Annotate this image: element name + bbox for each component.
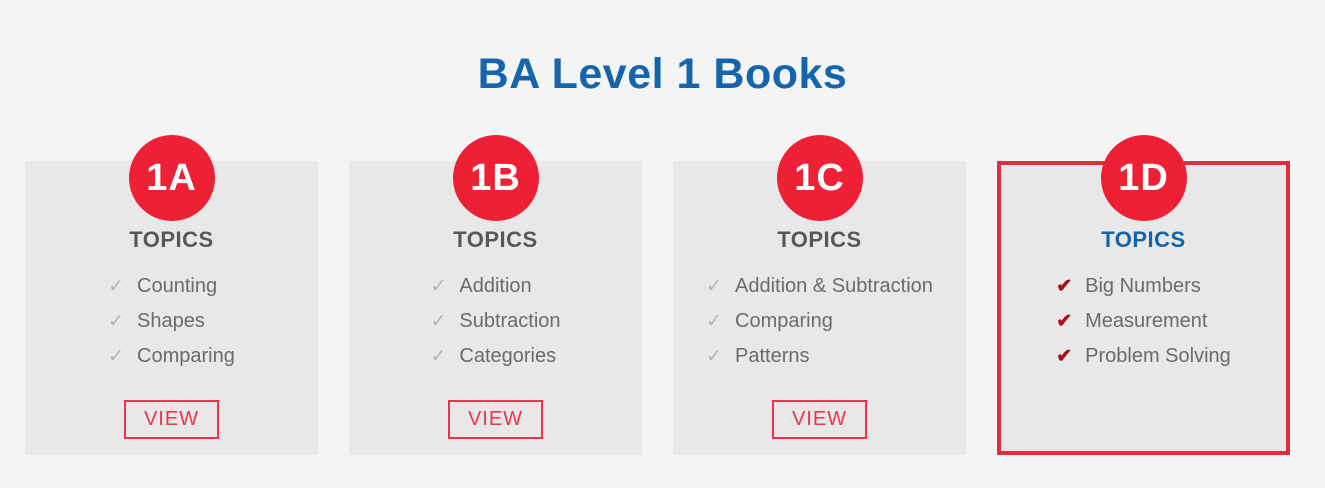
page-title: BA Level 1 Books (477, 50, 848, 98)
check-icon: ✓ (108, 311, 125, 332)
check-icon: ✓ (430, 311, 447, 332)
topic-label: Counting (137, 275, 218, 297)
topics-heading: TOPICS (777, 227, 862, 252)
book-card-1a: 1A TOPICS ✓ Counting ✓ Shapes ✓ Comparing V… (25, 135, 318, 455)
topic-item: ✓ Addition & Subtraction (706, 269, 933, 304)
topic-item: ✔ Big Numbers (1056, 269, 1231, 304)
topic-item: ✓ Addition (430, 269, 560, 304)
topic-item: ✓ Subtraction (430, 304, 560, 339)
view-button[interactable]: VIEW (771, 400, 868, 439)
check-icon: ✓ (108, 276, 125, 297)
check-icon: ✓ (430, 276, 447, 297)
topic-item: ✓ Categories (430, 339, 560, 374)
check-icon: ✓ (430, 346, 447, 367)
topic-list: ✔ Big Numbers ✔ Measurement ✔ Problem Solvi… (1056, 269, 1231, 374)
topic-list: ✓ Addition ✓ Subtraction ✓ Categories (430, 269, 560, 374)
level-badge: 1A (128, 135, 215, 221)
check-icon: ✓ (706, 276, 722, 297)
book-card-1d: 1D TOPICS ✔ Big Numbers ✔ Measurement ✔ Pro… (997, 135, 1290, 455)
check-icon: ✓ (706, 346, 722, 367)
topic-label: Big Numbers (1085, 275, 1201, 297)
topic-item: ✔ Measurement (1056, 304, 1231, 339)
level-badge: 1B (452, 135, 539, 221)
check-icon: ✔ (1056, 276, 1073, 297)
check-icon: ✔ (1056, 311, 1073, 332)
topics-heading: TOPICS (129, 227, 214, 252)
book-card-1c: 1C TOPICS ✓ Addition & Subtraction ✓ Compa… (673, 135, 966, 455)
topic-item: ✔ Problem Solving (1056, 339, 1231, 374)
topic-label: Measurement (1085, 310, 1208, 332)
topic-label: Addition (459, 275, 532, 297)
topic-item: ✓ Shapes (108, 304, 235, 339)
topics-heading: TOPICS (1101, 227, 1186, 252)
topic-list: ✓ Counting ✓ Shapes ✓ Comparing (108, 269, 235, 374)
topic-label: Addition & Subtraction (735, 275, 933, 297)
check-icon: ✔ (1056, 346, 1073, 367)
topic-label: Shapes (137, 310, 205, 332)
topic-label: Patterns (735, 345, 810, 367)
topic-label: Comparing (735, 310, 833, 332)
topic-label: Comparing (137, 345, 235, 367)
topic-item: ✓ Patterns (706, 339, 933, 374)
check-icon: ✓ (706, 311, 722, 332)
topic-label: Problem Solving (1085, 345, 1231, 367)
level-badge: 1D (1100, 135, 1187, 221)
book-card-1b: 1B TOPICS ✓ Addition ✓ Subtraction ✓ Catego… (349, 135, 642, 455)
topic-label: Subtraction (459, 310, 561, 332)
cards-row: 1A TOPICS ✓ Counting ✓ Shapes ✓ Comparing V… (0, 135, 1325, 455)
level-badge: 1C (776, 135, 863, 221)
topic-label: Categories (459, 345, 557, 367)
view-button[interactable]: VIEW (123, 400, 220, 439)
topic-list: ✓ Addition & Subtraction ✓ Comparing ✓ Patt… (706, 269, 933, 374)
topic-item: ✓ Comparing (706, 304, 933, 339)
topic-item: ✓ Comparing (108, 339, 235, 374)
check-icon: ✓ (108, 346, 125, 367)
topic-item: ✓ Counting (108, 269, 235, 304)
topics-heading: TOPICS (453, 227, 538, 252)
view-button[interactable]: VIEW (447, 400, 544, 439)
